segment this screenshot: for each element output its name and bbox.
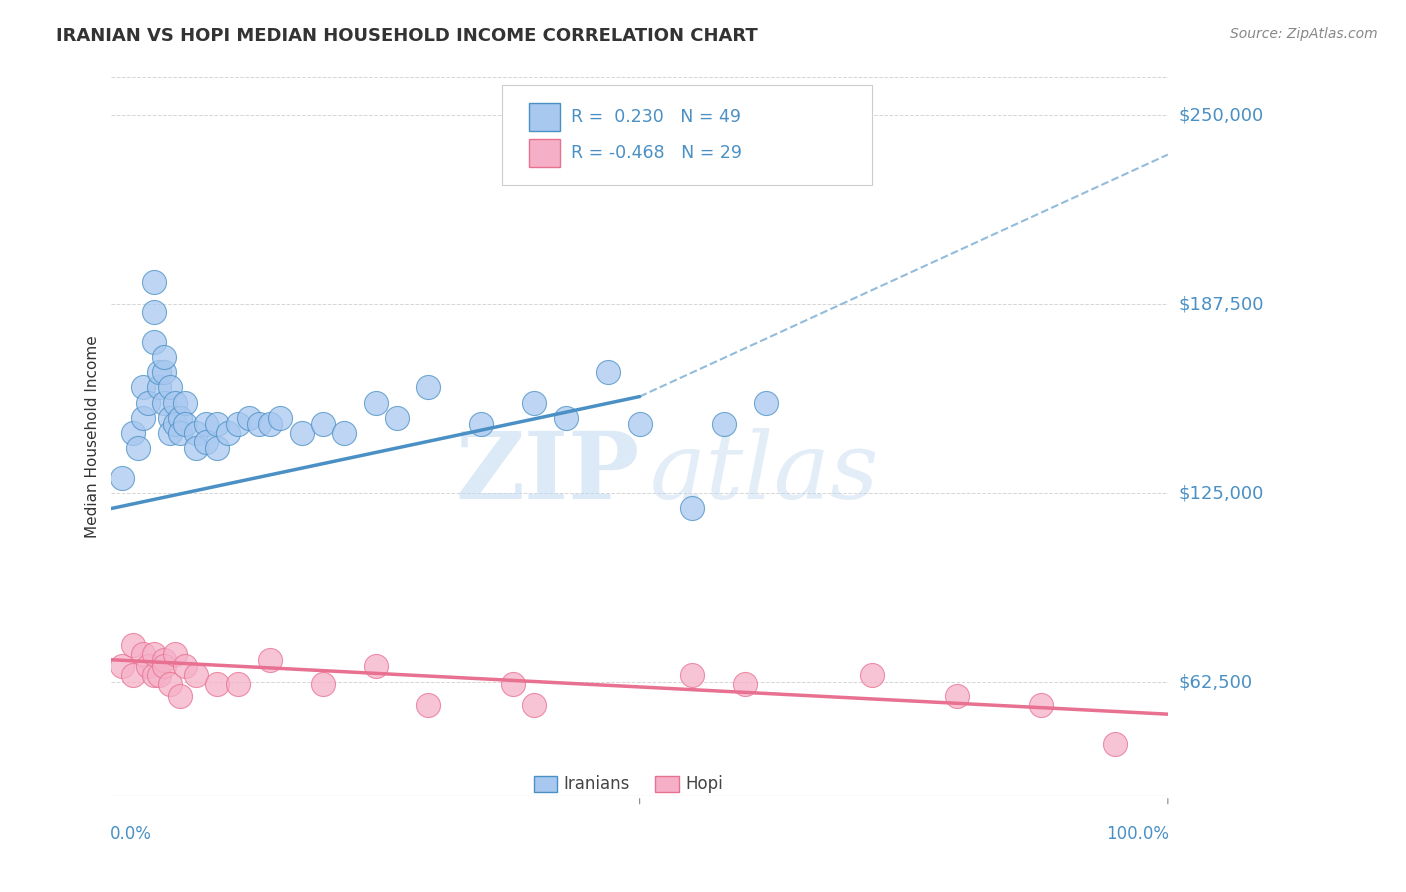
- Point: [138, 395, 160, 409]
- Point: [205, 441, 228, 455]
- Point: [127, 441, 149, 455]
- FancyBboxPatch shape: [529, 138, 561, 167]
- Point: [205, 417, 228, 431]
- Point: [163, 647, 186, 661]
- Point: [364, 658, 387, 673]
- Point: [121, 425, 143, 440]
- Point: [111, 658, 134, 673]
- Point: [364, 395, 387, 409]
- Text: $125,000: $125,000: [1180, 484, 1264, 502]
- Point: [713, 417, 735, 431]
- Point: [755, 395, 778, 409]
- Point: [523, 395, 546, 409]
- Point: [153, 653, 176, 667]
- Point: [174, 395, 197, 409]
- Text: $187,500: $187,500: [1180, 295, 1264, 313]
- Point: [312, 677, 335, 691]
- Point: [247, 417, 270, 431]
- Point: [238, 410, 260, 425]
- Text: R =  0.230   N = 49: R = 0.230 N = 49: [571, 108, 741, 126]
- Point: [681, 668, 703, 682]
- Point: [121, 638, 143, 652]
- Point: [259, 417, 281, 431]
- Point: [195, 434, 218, 449]
- Text: Hopi: Hopi: [685, 775, 723, 793]
- Point: [184, 668, 207, 682]
- Point: [153, 395, 176, 409]
- Text: R = -0.468   N = 29: R = -0.468 N = 29: [571, 144, 742, 161]
- Point: [142, 647, 165, 661]
- Text: 100.0%: 100.0%: [1107, 824, 1168, 843]
- Point: [169, 689, 191, 703]
- Point: [628, 417, 651, 431]
- Text: $250,000: $250,000: [1180, 106, 1264, 124]
- Point: [153, 365, 176, 379]
- Point: [159, 410, 181, 425]
- Point: [132, 380, 155, 394]
- Point: [333, 425, 356, 440]
- Point: [205, 677, 228, 691]
- Point: [153, 350, 176, 364]
- Point: [502, 677, 524, 691]
- Text: Iranians: Iranians: [564, 775, 630, 793]
- Point: [681, 501, 703, 516]
- Text: atlas: atlas: [650, 427, 880, 517]
- Point: [259, 653, 281, 667]
- Point: [159, 425, 181, 440]
- Y-axis label: Median Household Income: Median Household Income: [86, 335, 100, 538]
- Text: ZIP: ZIP: [456, 427, 640, 517]
- Point: [132, 410, 155, 425]
- Point: [184, 441, 207, 455]
- Point: [132, 647, 155, 661]
- Point: [1029, 698, 1052, 712]
- Point: [184, 425, 207, 440]
- Text: 0.0%: 0.0%: [110, 824, 152, 843]
- Point: [269, 410, 291, 425]
- Point: [148, 380, 170, 394]
- Point: [470, 417, 492, 431]
- Point: [385, 410, 408, 425]
- Point: [159, 677, 181, 691]
- Text: $62,500: $62,500: [1180, 673, 1253, 691]
- Point: [142, 335, 165, 350]
- Point: [174, 417, 197, 431]
- Point: [226, 417, 249, 431]
- Point: [163, 395, 186, 409]
- Point: [163, 417, 186, 431]
- FancyBboxPatch shape: [502, 85, 872, 186]
- FancyBboxPatch shape: [655, 776, 679, 792]
- Point: [138, 658, 160, 673]
- Point: [148, 668, 170, 682]
- Point: [860, 668, 883, 682]
- Point: [142, 275, 165, 289]
- Point: [174, 658, 197, 673]
- Point: [290, 425, 312, 440]
- Point: [418, 380, 440, 394]
- Point: [945, 689, 967, 703]
- Text: Source: ZipAtlas.com: Source: ZipAtlas.com: [1230, 27, 1378, 41]
- FancyBboxPatch shape: [529, 103, 561, 131]
- Point: [1104, 738, 1126, 752]
- FancyBboxPatch shape: [534, 776, 557, 792]
- Point: [554, 410, 576, 425]
- Point: [169, 410, 191, 425]
- Point: [195, 417, 218, 431]
- Point: [523, 698, 546, 712]
- Point: [121, 668, 143, 682]
- Point: [418, 698, 440, 712]
- Point: [142, 305, 165, 319]
- Point: [153, 658, 176, 673]
- Point: [111, 471, 134, 485]
- Point: [226, 677, 249, 691]
- Point: [312, 417, 335, 431]
- Point: [148, 365, 170, 379]
- Point: [596, 365, 619, 379]
- Point: [159, 380, 181, 394]
- Text: IRANIAN VS HOPI MEDIAN HOUSEHOLD INCOME CORRELATION CHART: IRANIAN VS HOPI MEDIAN HOUSEHOLD INCOME …: [56, 27, 758, 45]
- Point: [169, 425, 191, 440]
- Point: [142, 668, 165, 682]
- Point: [217, 425, 239, 440]
- Point: [734, 677, 756, 691]
